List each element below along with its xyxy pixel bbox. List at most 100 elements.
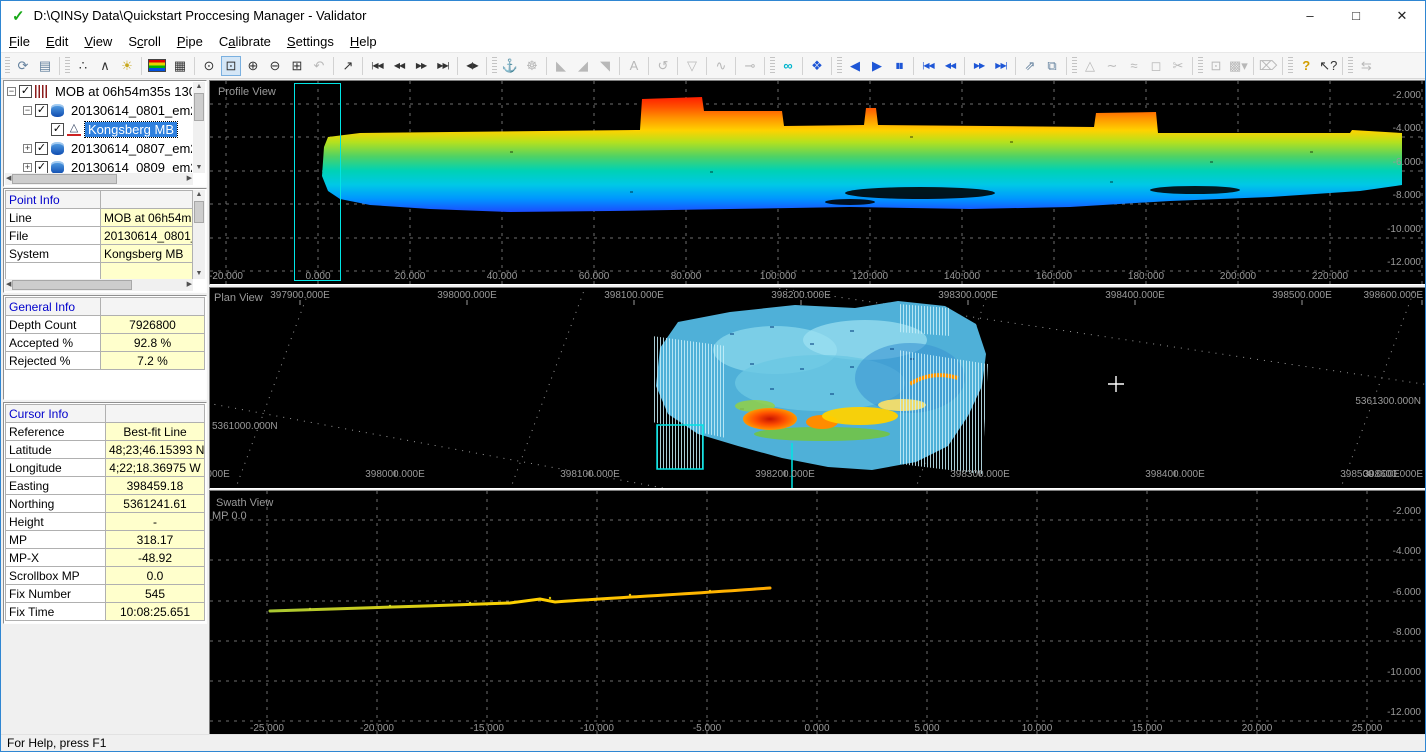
show-values-icon[interactable]: ▦ [173, 57, 187, 73]
go-previous-icon[interactable]: ◀◀ [393, 61, 405, 70]
amplitude-filter-icon[interactable]: A [629, 58, 639, 73]
zoom-extents-icon[interactable]: ⊞ [291, 57, 303, 73]
zoom-point-icon[interactable]: ⊙ [203, 57, 215, 73]
scrollbar-thumb[interactable] [12, 280, 133, 290]
plan-view[interactable]: Plan View 397900.000E 398000.000E 398100… [209, 287, 1425, 489]
tree-item-label[interactable]: 20130614_0801_em20 [71, 103, 192, 118]
menu-calibrate[interactable]: Calibrate [218, 33, 271, 49]
toolbar-grip[interactable] [492, 56, 497, 75]
erase-icon[interactable]: ⌦ [1258, 57, 1278, 73]
tree-item-label[interactable]: 20130614_0807_em20 [71, 141, 192, 156]
tree-item-mob-line[interactable]: − ✓ MOB at 06h54m35s 1306 [5, 82, 192, 101]
scatter-plot-icon[interactable]: ❖ [811, 57, 823, 73]
tree-item-label[interactable]: MOB at 06h54m35s 1306 [55, 84, 192, 99]
tree-item-label[interactable]: Kongsberg MB [84, 121, 178, 138]
checkbox-icon[interactable]: ✓ [51, 123, 64, 136]
tree-item-file-0809[interactable]: + ✓ 20130614_0809_em20 [5, 158, 192, 173]
play-reverse-icon[interactable]: ◀ [850, 57, 860, 73]
close-button[interactable]: ✕ [1396, 7, 1408, 23]
menu-edit[interactable]: Edit [45, 33, 69, 49]
swath-view[interactable]: Swath View MP 0.0 -25.000 -20.000 -15.00… [209, 490, 1425, 737]
point-info-vertical-scrollbar[interactable]: ▲ ▼ [193, 190, 205, 279]
toolbar-grip[interactable] [837, 56, 842, 75]
expander-icon[interactable]: + [23, 143, 32, 153]
expander-icon[interactable]: − [7, 86, 16, 96]
swath-filter-outer-icon[interactable]: ◥ [600, 57, 610, 73]
menu-view[interactable]: View [84, 33, 113, 49]
expander-icon[interactable]: + [23, 162, 32, 172]
tree-item-label[interactable]: 20130614_0809_em20 [71, 160, 192, 173]
lamp-icon[interactable]: ☀ [121, 57, 133, 73]
spray-clean-icon[interactable]: ⇗ [1024, 57, 1036, 73]
toolbar-grip[interactable] [1348, 56, 1354, 75]
vessel-view-icon[interactable]: ⚓ [501, 57, 519, 73]
maximize-button[interactable]: □ [1352, 8, 1360, 23]
zoom-in-icon[interactable]: ⊕ [247, 57, 259, 73]
checkbox-icon[interactable]: ✓ [19, 85, 32, 98]
swath-filter-starboard-icon[interactable]: ◢ [578, 57, 588, 73]
menu-file[interactable]: File [9, 33, 30, 49]
tree-item-kongsberg[interactable]: ✓ △ Kongsberg MB [5, 120, 192, 139]
zoom-window-icon[interactable]: ⊡ [221, 55, 241, 76]
scroll-right-icon[interactable]: ▶ [186, 175, 192, 182]
jump-forward-icon[interactable]: ▶▶ [973, 61, 985, 70]
scroll-down-icon[interactable]: ▼ [195, 270, 203, 277]
toolbar-grip[interactable] [1288, 56, 1294, 75]
go-next-icon[interactable]: ▶▶ [415, 61, 427, 70]
menu-help[interactable]: Help [349, 33, 377, 49]
center-current-icon[interactable]: ◀|▶ [466, 61, 478, 70]
checkbox-icon[interactable]: ✓ [35, 142, 48, 155]
toolbar-grip[interactable] [770, 56, 775, 75]
zoom-previous-icon[interactable]: ↶ [313, 57, 325, 73]
smooth-strong-icon[interactable]: ≈ [1130, 58, 1138, 73]
background-image-icon[interactable]: ▩▾ [1229, 57, 1248, 73]
scrollbar-thumb[interactable] [194, 93, 204, 121]
jump-back-icon[interactable]: ◀◀ [944, 61, 956, 70]
scroll-left-icon[interactable]: ◀ [6, 175, 12, 182]
zoom-out-icon[interactable]: ⊖ [269, 57, 281, 73]
menu-scroll[interactable]: Scroll [128, 33, 161, 49]
tree-item-file-0801[interactable]: − ✓ 20130614_0801_em20 [5, 101, 192, 120]
swath-filter-port-icon[interactable]: ◣ [556, 57, 566, 73]
tree-horizontal-scrollbar[interactable]: ◀ ▶ [5, 173, 193, 185]
pause-icon[interactable]: ▮▮ [895, 61, 904, 70]
menu-settings[interactable]: Settings [286, 33, 334, 49]
spline-filter-icon[interactable]: ∿ [715, 57, 727, 73]
stereo-glasses-icon[interactable]: ∞ [783, 58, 793, 73]
color-scale-icon[interactable] [148, 59, 166, 72]
tree-vertical-scrollbar[interactable]: ▲ ▼ [193, 82, 205, 173]
scrollbar-thumb[interactable] [194, 201, 204, 223]
context-help-icon[interactable]: ↖? [1319, 57, 1338, 73]
scroll-up-icon[interactable]: ▲ [195, 191, 203, 198]
copy-view-icon[interactable]: ⧉ [1047, 57, 1057, 73]
scrollbar-thumb[interactable] [12, 174, 118, 184]
point-info-horizontal-scrollbar[interactable]: ◀ ▶ [5, 279, 193, 291]
tree-item-file-0807[interactable]: + ✓ 20130614_0807_em20 [5, 139, 192, 158]
toolbar-grip[interactable] [65, 56, 70, 75]
clip-icon[interactable]: ✂ [1172, 57, 1184, 73]
play-forward-icon[interactable]: ▶ [872, 57, 882, 73]
toolbar-grip[interactable] [1072, 56, 1077, 75]
scroll-left-icon[interactable]: ◀ [6, 281, 12, 288]
toolbar-grip[interactable] [5, 56, 10, 75]
scroll-down-icon[interactable]: ▼ [195, 164, 203, 171]
pin-icon[interactable]: ⊸ [744, 57, 756, 73]
checkbox-icon[interactable]: ✓ [35, 161, 48, 173]
save-icon[interactable]: ▤ [38, 57, 52, 73]
scroll-right-icon[interactable]: ▶ [186, 281, 192, 288]
minimize-button[interactable]: – [1306, 8, 1314, 23]
filter-icon[interactable]: ▽ [687, 57, 697, 73]
jump-first-icon[interactable]: |◀◀ [922, 61, 934, 70]
pick-point-icon[interactable]: ↗ [342, 57, 354, 73]
replay-display-icon[interactable]: ⟳ [17, 57, 29, 73]
expander-icon[interactable]: − [23, 105, 32, 115]
show-points-icon[interactable]: ∴ [78, 57, 88, 73]
insert-area-icon[interactable]: ◻ [1150, 57, 1162, 73]
select-region-icon[interactable]: ⊡ [1210, 57, 1222, 73]
profile-scrollbox-marker[interactable] [294, 83, 341, 281]
toolbar-grip[interactable] [1198, 56, 1203, 75]
vessel-track-icon[interactable]: ☸ [526, 57, 538, 73]
scroll-up-icon[interactable]: ▲ [195, 83, 203, 90]
smooth-light-icon[interactable]: ∼ [1106, 57, 1118, 73]
menu-pipe[interactable]: Pipe [176, 33, 203, 49]
